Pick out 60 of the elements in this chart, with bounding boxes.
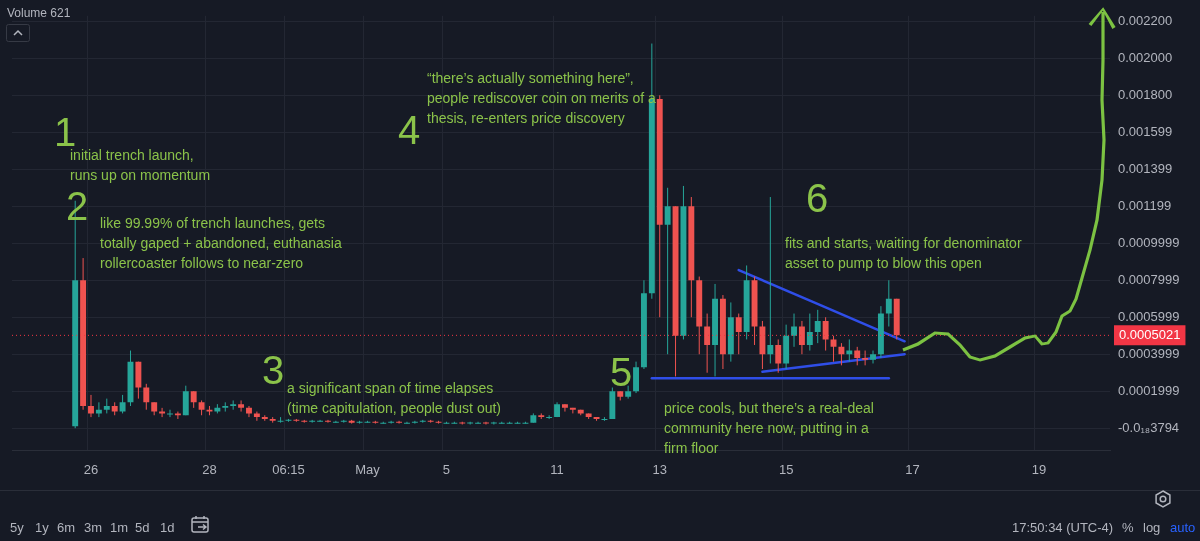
candlestick — [261, 414, 268, 422]
text: 1d — [160, 519, 175, 537]
annotation: 2 — [66, 184, 89, 228]
text: 17:50:34 (UTC-4) — [1012, 519, 1114, 537]
y-tick-label: 0.0007999 — [1118, 271, 1180, 287]
x-tick-label: 13 — [652, 461, 667, 477]
y-tick-label: 0.001599 — [1118, 124, 1173, 140]
candlestick — [111, 401, 118, 416]
y-tick-label: 0.0003999 — [1118, 345, 1180, 361]
y-tick-label: 0.001800 — [1118, 86, 1173, 102]
annotation: 4 — [398, 108, 421, 152]
text: 1y — [35, 519, 49, 537]
annotation: price cools, but there’s a real-deal community here now, putting in a firm floor — [664, 399, 874, 458]
y-tick-label: 0.002200 — [1118, 12, 1173, 28]
x-tick-label: 28 — [202, 461, 217, 477]
text: 5d — [135, 519, 150, 537]
text: 3m — [84, 519, 103, 537]
y-tick-label: 0.002000 — [1118, 49, 1173, 65]
candlestick — [530, 412, 537, 424]
candlestick — [593, 416, 600, 422]
candlestick — [103, 398, 110, 414]
x-tick-label: 19 — [1031, 461, 1047, 477]
x-tick-label: 5 — [442, 461, 451, 477]
y-tick-label: 0.001199 — [1118, 198, 1172, 214]
candlestick — [348, 419, 355, 425]
x-tick-label: 17 — [905, 461, 920, 477]
text: 6m — [57, 519, 76, 537]
text: 1m — [110, 519, 129, 537]
annotation: Volume 621 — [7, 5, 71, 22]
candlestick — [151, 401, 158, 416]
annotation: fits and starts, waiting for denominator asset to pump to blow this open — [785, 234, 1022, 273]
ref-line-label: 0.0005021 — [1119, 326, 1181, 342]
x-tick-label: 15 — [778, 461, 794, 477]
text: log — [1143, 519, 1161, 537]
candlestick — [222, 401, 229, 413]
candlestick — [585, 412, 592, 420]
y-tick-label: -0.0₁₈3794 — [1118, 419, 1180, 435]
annotation: like 99.99% of trench launches, gets totally gaped + abandoned, euthanasia rollercoaster follows to near-zero — [100, 214, 342, 273]
annotation: 5 — [610, 350, 633, 394]
x-tick-label: 26 — [83, 461, 99, 477]
y-tick-label: 0.0005999 — [1118, 308, 1180, 324]
y-tick-label: 0.0009999 — [1118, 234, 1180, 250]
text: auto — [1170, 519, 1196, 537]
x-tick-label: 11 — [550, 461, 564, 477]
y-tick-label: 0.0001999 — [1118, 382, 1180, 398]
candlestick — [269, 416, 276, 424]
annotation: a significant span of time elapses (time capitulation, people dust out) — [287, 379, 502, 418]
candlestick — [198, 399, 205, 416]
candlestick — [617, 390, 624, 401]
candlestick — [119, 394, 126, 414]
annotation: 3 — [262, 348, 285, 392]
candlestick — [214, 403, 221, 414]
candlestick — [538, 412, 545, 420]
x-tick-label: 06:15 — [272, 461, 305, 477]
candlestick — [230, 399, 237, 411]
text: 5y — [10, 519, 24, 537]
x-tick-label: May — [355, 461, 381, 477]
y-tick-label: 0.001399 — [1118, 161, 1173, 177]
text: % — [1122, 519, 1134, 537]
annotation: 6 — [806, 176, 829, 220]
